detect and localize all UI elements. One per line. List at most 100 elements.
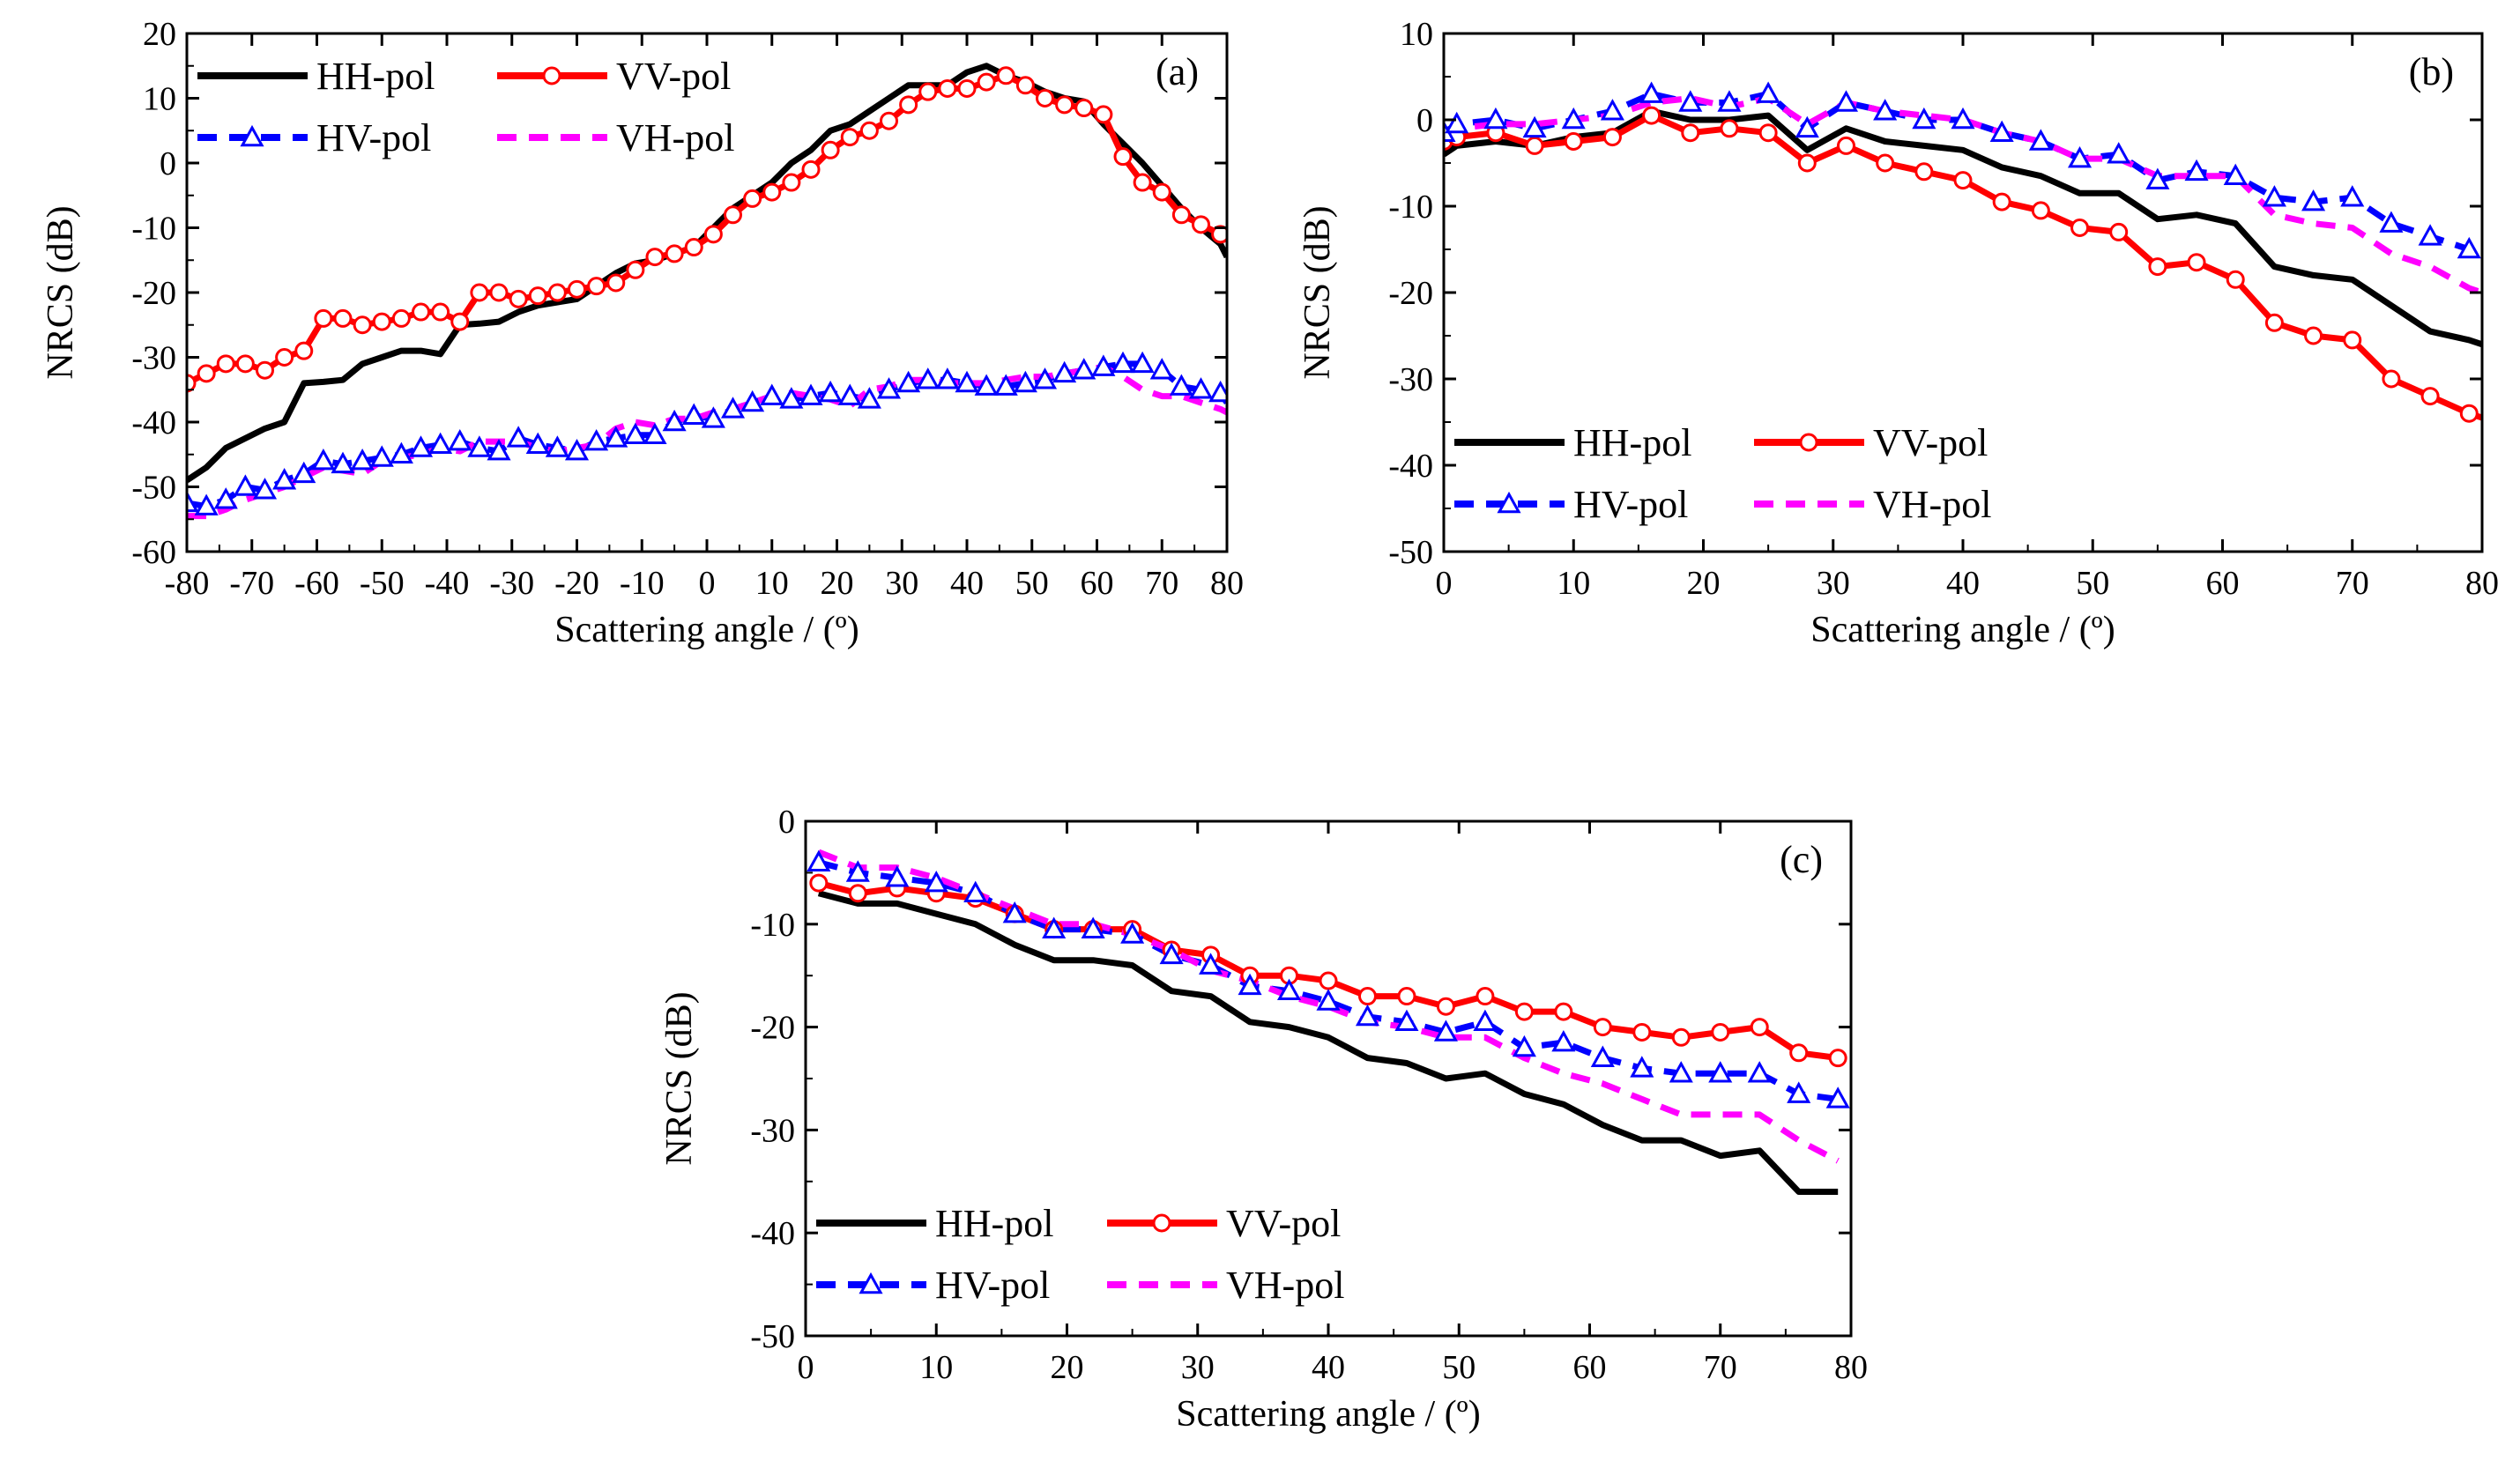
data-point-vv-pol	[587, 277, 606, 296]
data-point-hv-pol	[408, 435, 434, 457]
data-point-vv-pol	[1036, 89, 1054, 108]
data-point-hv-pol	[1717, 90, 1742, 112]
x-tick-label: 70	[1145, 565, 1178, 602]
data-point-vv-pol	[1564, 132, 1583, 151]
data-point-hv-pol	[389, 441, 413, 464]
data-point-hv-pol	[1199, 953, 1223, 975]
data-point-vv-pol	[1828, 1049, 1847, 1068]
data-point-hv-pol	[623, 422, 648, 444]
data-point-hv-pol	[935, 367, 960, 389]
x-tick-label: -10	[620, 565, 665, 602]
data-point-vv-pol	[1914, 162, 1934, 182]
data-point-vv-pol	[547, 283, 567, 302]
legend-swatch-marker	[859, 1272, 883, 1294]
data-point-vv-pol	[568, 279, 586, 299]
data-point-vv-pol	[216, 354, 235, 374]
x-tick-label: 10	[919, 1349, 953, 1386]
legend-label: VH-pol	[616, 116, 734, 159]
data-point-hv-pol	[2223, 163, 2248, 185]
data-point-hv-pol	[1433, 1020, 1458, 1042]
data-point-hv-pol	[187, 490, 199, 513]
y-tick-label: 0	[1416, 102, 1433, 139]
y-tick-label: 20	[143, 16, 176, 53]
data-point-vv-pol	[724, 205, 742, 225]
legend-label: VH-pol	[1226, 1264, 1344, 1307]
data-point-hv-pol	[1833, 90, 1859, 112]
legend-item-hh-pol: HH-pol	[1454, 421, 1691, 464]
x-tick-label: 10	[755, 565, 789, 602]
x-tick-label: -60	[294, 565, 339, 602]
x-tick-label: 60	[1573, 1349, 1607, 1386]
data-point-hv-pol	[818, 380, 843, 403]
data-point-hv-pol	[331, 451, 355, 474]
data-point-vv-pol	[1055, 95, 1074, 115]
x-tick-label: -80	[165, 565, 210, 602]
data-point-vv-pol	[235, 354, 255, 374]
data-point-hv-pol	[350, 449, 375, 471]
data-point-vv-pol	[1797, 153, 1817, 173]
series-markers-hv-pol	[807, 849, 1850, 1109]
data-point-hv-pol	[2262, 185, 2286, 207]
data-point-hv-pol	[876, 377, 902, 399]
data-point-hv-pol	[525, 432, 550, 455]
y-axis-title: NRCS (dB)	[41, 205, 81, 379]
data-point-hv-pol	[487, 438, 511, 461]
x-tick-label: 0	[699, 565, 716, 602]
data-point-hv-pol	[1600, 99, 1624, 121]
legend-item-vv-pol: VV-pol	[497, 55, 731, 98]
y-tick-label: 0	[160, 145, 176, 182]
legend-swatch-marker	[1152, 1213, 1171, 1233]
x-axis-title: Scattering angle / (º)	[1176, 1394, 1480, 1435]
data-point-vv-pol	[684, 238, 703, 257]
legend-item-vv-pol: VV-pol	[1107, 1202, 1341, 1245]
data-point-hv-pol	[428, 432, 453, 455]
data-point-vv-pol	[1476, 987, 1495, 1006]
data-point-vv-pol	[1953, 171, 1973, 190]
data-point-hv-pol	[1120, 922, 1145, 944]
y-tick-label: -50	[131, 470, 176, 507]
data-point-vv-pol	[1758, 123, 1778, 143]
series-markers-hv-pol	[1444, 81, 2481, 259]
data-point-hv-pol	[2379, 211, 2404, 233]
x-tick-label: 0	[798, 1349, 814, 1386]
data-point-hv-pol	[1394, 1009, 1419, 1032]
legend-item-vv-pol: VV-pol	[1754, 421, 1988, 464]
panel-b: 0 10 20 30 40 50 60 70 80 -50 -40 -30 -20 -10 0 10 Scatt…	[1297, 16, 2499, 650]
data-point-vv-pol	[1192, 215, 1210, 234]
legend-item-hh-pol: HH-pol	[197, 55, 435, 98]
data-point-vv-pol	[899, 95, 918, 115]
legend-label: VV-pol	[1873, 421, 1988, 464]
data-point-vv-pol	[1876, 153, 1895, 173]
data-point-vv-pol	[2109, 222, 2129, 241]
data-point-vv-pol	[1602, 128, 1622, 147]
data-point-vv-pol	[645, 248, 665, 267]
data-point-vv-pol	[470, 283, 489, 302]
panel-label: (c)	[1780, 838, 1823, 881]
data-point-hv-pol	[272, 468, 297, 490]
data-point-hv-pol	[916, 367, 940, 389]
data-point-vv-pol	[840, 128, 859, 147]
legend-label: HV-pol	[1573, 483, 1688, 526]
data-point-hv-pol	[681, 403, 706, 425]
data-point-hv-pol	[1951, 107, 1975, 130]
data-point-hv-pol	[1639, 81, 1664, 103]
data-point-hv-pol	[1522, 115, 1547, 138]
data-point-hv-pol	[1149, 358, 1174, 380]
data-point-hv-pol	[2184, 159, 2209, 182]
data-point-vv-pol	[489, 283, 509, 302]
data-point-vv-pol	[2187, 253, 2206, 272]
x-tick-label: 70	[1704, 1349, 1737, 1386]
data-point-hv-pol	[1072, 358, 1096, 380]
y-axis-title: NRCS (dB)	[1297, 205, 1338, 379]
data-point-vv-pol	[333, 308, 353, 328]
data-point-vv-pol	[1671, 1027, 1691, 1047]
data-point-vv-pol	[275, 348, 294, 367]
data-point-hv-pol	[857, 387, 881, 409]
data-point-hv-pol	[2457, 236, 2481, 259]
data-point-hv-pol	[233, 474, 257, 496]
x-tick-label: 40	[1946, 565, 1980, 602]
data-point-vv-pol	[1514, 1002, 1534, 1021]
y-tick-label: -60	[131, 534, 176, 571]
data-point-vv-pol	[821, 140, 840, 159]
x-axis-title: Scattering angle / (º)	[554, 610, 859, 650]
